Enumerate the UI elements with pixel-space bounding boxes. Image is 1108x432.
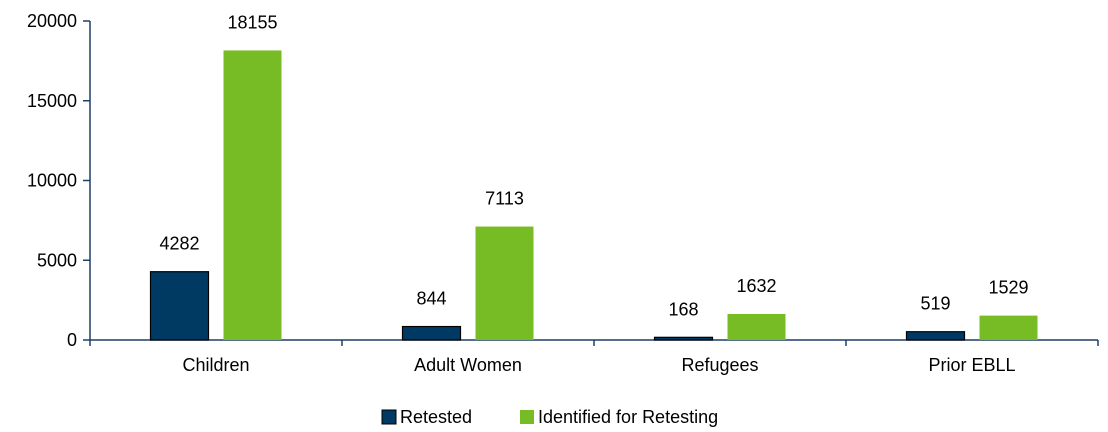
legend: Retested Identified for Retesting [381, 407, 718, 427]
legend-label: Retested [400, 407, 472, 427]
legend-label: Identified for Retesting [538, 407, 718, 427]
y-tick-label: 10000 [27, 171, 77, 191]
data-label: 18155 [227, 12, 277, 32]
data-label: 1529 [988, 278, 1028, 298]
data-label: 844 [416, 289, 446, 309]
x-category-label: Prior EBLL [928, 355, 1015, 375]
data-label: 168 [668, 299, 698, 319]
y-tick-label: 20000 [27, 11, 77, 31]
data-label: 519 [920, 294, 950, 314]
y-tick-label: 0 [67, 330, 77, 350]
bar-identified [727, 313, 786, 340]
x-category-label: Refugees [681, 355, 758, 375]
y-tick-label: 15000 [27, 91, 77, 111]
data-label: 7113 [485, 189, 524, 209]
bar-identified [979, 315, 1038, 340]
legend-swatch [381, 409, 397, 425]
legend-swatch [520, 410, 534, 424]
data-label: 1632 [736, 276, 776, 296]
bar-retested [905, 331, 966, 341]
data-label: 4282 [159, 234, 199, 254]
x-category-label: Children [182, 355, 249, 375]
axes: 0 5000 10000 15000 20000 Children Adult Women R… [27, 11, 1099, 375]
bar-identified [475, 226, 534, 340]
x-category-label: Adult Women [414, 355, 522, 375]
y-tick-label: 5000 [37, 250, 77, 270]
data-labels: 4282 18155 844 7113 168 1632 519 1529 [159, 12, 1028, 319]
bar-retested [401, 325, 462, 341]
bar-identified [223, 50, 282, 341]
bar-retested [653, 336, 714, 341]
bars [149, 50, 1038, 341]
bar-retested [149, 271, 210, 341]
